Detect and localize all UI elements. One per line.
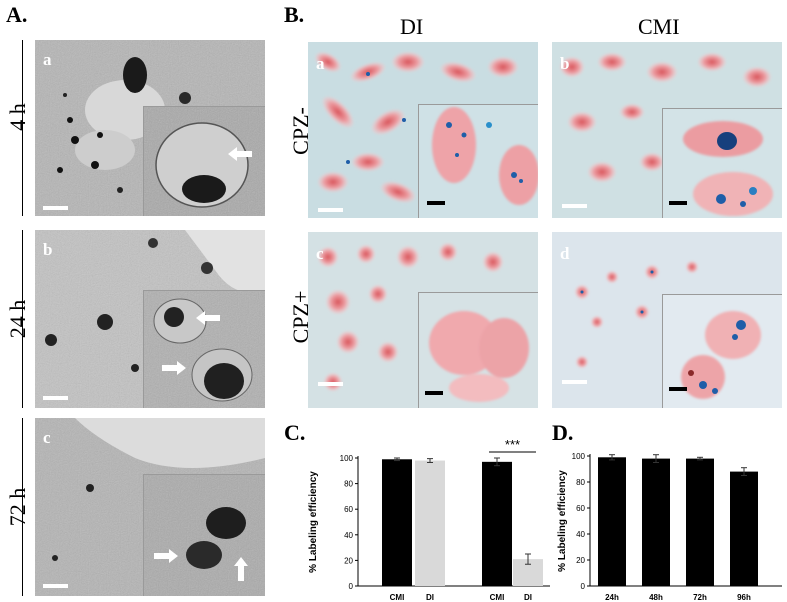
y-tick-label: 80 (344, 480, 353, 489)
y-tick-label: 60 (344, 505, 353, 514)
left-arrow-icon (196, 311, 220, 325)
panel-a-row3-divider (22, 418, 23, 596)
em-image-72h: c (35, 418, 265, 596)
panel-a-row2-divider (22, 230, 23, 408)
x-category-label: CMI (390, 593, 405, 600)
x-category-label: CMI (490, 593, 505, 600)
panel-b-sub-b: b (560, 54, 570, 73)
y-axis-label: % Labeling efficiency (308, 471, 319, 573)
x-category-label: DI (524, 593, 532, 600)
x-category-label: 24h (605, 593, 619, 600)
em-inset-24h-graphic (144, 291, 265, 408)
em-inset-72h-graphic (144, 475, 265, 596)
scale-bar (427, 201, 445, 205)
panel-a-row3-time-label: 72 h (5, 487, 30, 527)
bar (382, 459, 412, 586)
y-tick-label: 60 (576, 504, 585, 513)
stain-image-di-cpz-plus: c (308, 232, 538, 408)
panel-a-letter: A. (6, 2, 28, 27)
panel-b-letter: B. (284, 2, 305, 27)
left-arrow-icon (228, 147, 252, 161)
panel-a-row2-time-label: 24 h (5, 299, 30, 339)
bar (730, 471, 758, 586)
stain-image-cmi-cpz-plus: d (552, 232, 782, 408)
column-title-di: DI (400, 14, 424, 39)
bar (642, 458, 670, 586)
right-arrow-icon (162, 361, 186, 375)
em-inset-4h (143, 106, 265, 216)
stain-inset-b (662, 108, 782, 218)
stain-inset-d-graphic (663, 295, 782, 408)
y-tick-label: 20 (576, 556, 585, 565)
panel-a-sub-b: b (43, 240, 53, 259)
y-tick-label: 40 (344, 531, 353, 540)
scale-bar (562, 380, 587, 384)
em-image-24h: b (35, 230, 265, 408)
scale-bar (669, 387, 687, 391)
scale-bar (43, 206, 68, 210)
scale-bar (43, 584, 68, 588)
scale-bar (43, 396, 68, 400)
y-tick-label: 80 (576, 478, 585, 487)
stain-inset-b-graphic (663, 109, 782, 218)
bar (598, 457, 626, 586)
panel-c-letter: C. (284, 420, 306, 445)
stain-image-cmi-cpz-minus: b (552, 42, 782, 218)
panel-b-sub-a: a (316, 54, 325, 73)
y-tick-label: 0 (349, 582, 354, 591)
column-title-cmi: CMI (638, 14, 680, 39)
scale-bar (318, 382, 343, 386)
significance-label: *** (505, 437, 520, 452)
chart-c: 0 20 40 60 80 100 % Labeling efficiency CMI DI CM… (308, 437, 550, 600)
y-tick-label: 100 (572, 452, 586, 461)
chart-d: 0 20 40 60 80 100 % Labeling efficiency 24h 48h 7… (557, 452, 782, 600)
panel-a-sub-c: c (43, 428, 51, 447)
x-category-label: 96h (737, 593, 751, 600)
panel-b-sub-d: d (560, 244, 570, 263)
right-arrow-icon (154, 549, 178, 563)
scale-bar (669, 201, 687, 205)
x-category-label: DI (426, 593, 434, 600)
em-inset-4h-graphic (144, 107, 265, 216)
em-image-4h: a (35, 40, 265, 216)
scale-bar (562, 204, 587, 208)
x-category-label: 48h (649, 593, 663, 600)
panel-a-row1-divider (22, 40, 23, 216)
scale-bar (425, 391, 443, 395)
x-category-label: 72h (693, 593, 707, 600)
bar (482, 461, 512, 586)
stain-inset-d (662, 294, 782, 408)
panel-b-sub-c: c (316, 244, 324, 263)
bar (415, 460, 445, 586)
stain-inset-a-graphic (419, 105, 538, 218)
y-tick-label: 40 (576, 530, 585, 539)
bar (686, 458, 714, 586)
stain-inset-a (418, 104, 538, 218)
up-arrow-icon (234, 557, 248, 581)
y-axis-label: % Labeling efficiency (557, 470, 568, 572)
em-inset-24h (143, 290, 265, 408)
y-tick-label: 0 (581, 582, 586, 591)
stain-inset-c-graphic (419, 293, 538, 408)
y-tick-label: 100 (340, 454, 354, 463)
panel-a-sub-a: a (43, 50, 52, 69)
y-tick-label: 20 (344, 556, 353, 565)
scale-bar (318, 208, 343, 212)
panel-d-letter: D. (552, 420, 574, 445)
stain-inset-c (418, 292, 538, 408)
em-inset-72h (143, 474, 265, 596)
stain-image-di-cpz-minus: a (308, 42, 538, 218)
panel-a-row1-time-label: 4 h (5, 103, 30, 131)
